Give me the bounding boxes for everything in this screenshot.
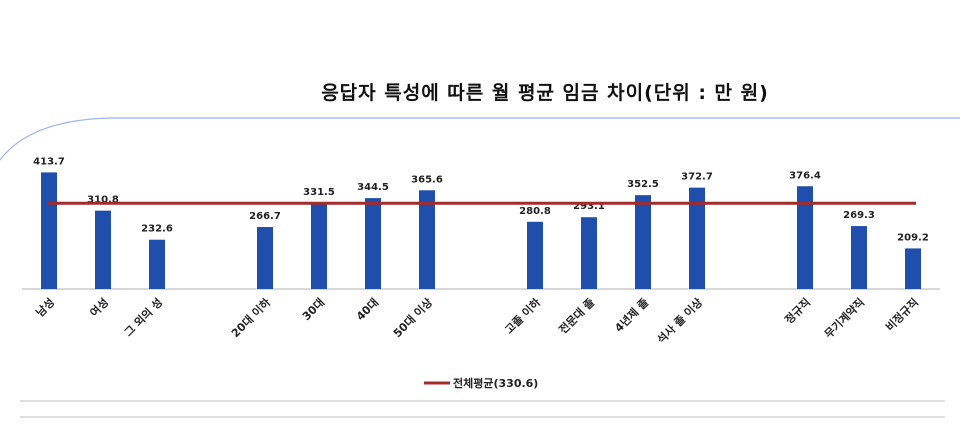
data-label: 376.4 [789, 170, 821, 181]
category-label: 정규직 [782, 295, 813, 326]
category-label: 30대 [299, 295, 327, 323]
bar [527, 221, 543, 289]
category-label: 석사 졸 이상 [654, 295, 705, 346]
bar [311, 202, 327, 289]
category-label: 40대 [353, 295, 381, 323]
bar [797, 186, 813, 289]
data-label: 266.7 [249, 211, 281, 222]
data-label: 413.7 [33, 156, 65, 167]
category-label: 전문대 졸 [556, 295, 597, 336]
category-label: 그 외의 성 [121, 295, 165, 339]
data-label: 331.5 [303, 187, 335, 198]
data-label: 352.5 [627, 179, 659, 190]
data-label: 232.6 [141, 224, 173, 235]
data-label: 209.2 [897, 232, 929, 243]
bar [689, 187, 705, 289]
bar [95, 210, 111, 289]
category-label: 고졸 이하 [502, 295, 544, 337]
bar [581, 217, 597, 289]
category-label: 20대 이하 [228, 295, 274, 341]
category-label: 무기계약직 [821, 295, 867, 341]
bar [257, 227, 273, 289]
data-label: 310.8 [87, 195, 119, 206]
chart-title: 응답자 특성에 따른 월 평균 임금 차이(단위 : 만 원) [321, 82, 769, 104]
data-label: 293.1 [573, 201, 605, 212]
bar [149, 239, 165, 289]
category-label: 남성 [33, 295, 57, 319]
legend-label-average: 전체평균(330.6) [453, 376, 538, 390]
bar [851, 226, 867, 289]
category-label: 비정규직 [883, 295, 922, 334]
category-label: 여성 [87, 295, 111, 319]
data-label: 344.5 [357, 182, 389, 193]
data-label: 365.6 [411, 174, 443, 185]
category-label: 50대 이상 [390, 295, 435, 340]
bar [635, 195, 651, 289]
category-label: 4년제 졸 [612, 295, 651, 334]
data-label: 269.3 [843, 210, 875, 221]
frame-border [0, 117, 960, 161]
bar [905, 248, 921, 289]
data-label: 372.7 [681, 172, 713, 183]
bar [365, 198, 381, 289]
bar [41, 172, 57, 289]
data-label: 280.8 [519, 206, 551, 217]
bar [419, 190, 435, 289]
legend: 전체평균(330.6) [424, 376, 538, 390]
